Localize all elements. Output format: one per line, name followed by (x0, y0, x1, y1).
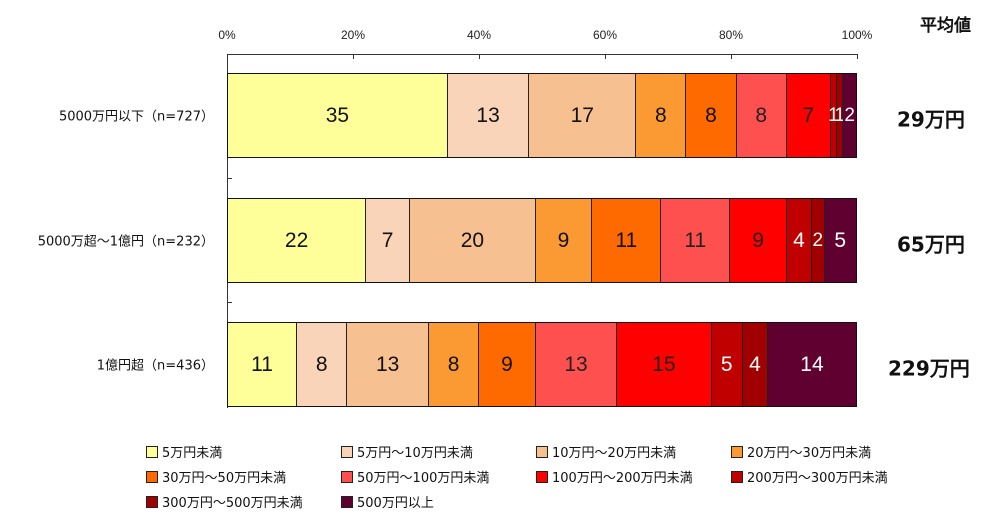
bar-segment: 1 (834, 74, 845, 157)
bar-segment: 20 (410, 199, 536, 282)
bar-segment: 11 (661, 199, 731, 282)
x-tick-label: 0% (218, 28, 236, 42)
bar-segment: 13 (347, 323, 429, 406)
stacked-bar: 22 7 20 9 11 11 9 4 2 5 (227, 198, 857, 283)
legend-item: 500万円以上 (341, 492, 536, 511)
bar-segment: 13 (447, 74, 530, 157)
legend-item: 20万円～30万円未満 (731, 442, 926, 461)
legend-item: 200万円～300万円未満 (731, 467, 926, 486)
average-value: 29万円 (897, 107, 965, 132)
legend-swatch-icon (731, 445, 743, 458)
legend-swatch-icon (146, 445, 158, 458)
bar-segment: 9 (535, 199, 593, 282)
row-label: 5000万円以下（n=727） (58, 109, 214, 125)
legend-swatch-icon (536, 470, 548, 483)
x-tick-mark (731, 54, 732, 59)
legend-label: 5万円～10万円未満 (357, 446, 473, 461)
stacked-bar: 11 8 13 8 9 13 15 5 4 14 (227, 322, 857, 407)
bar-segment: 17 (529, 74, 637, 157)
x-tick-mark (479, 54, 480, 59)
legend-swatch-icon (146, 495, 158, 508)
legend-item: 5万円～10万円未満 (341, 442, 536, 461)
bar-segment: 15 (617, 323, 712, 406)
legend-swatch-icon (341, 470, 353, 483)
average-value: 65万円 (897, 232, 965, 257)
legend-swatch-icon (341, 445, 353, 458)
bar-segment: 8 (297, 323, 348, 406)
x-tick-label: 80% (718, 28, 744, 42)
bar-segment: 13 (535, 323, 618, 406)
bar-segment: 4 (786, 199, 812, 282)
x-tick-label: 100% (841, 28, 873, 42)
legend-swatch-icon (146, 470, 158, 483)
legend-label: 200万円～300万円未満 (747, 471, 888, 486)
legend-item: 100万円～200万円未満 (536, 467, 731, 486)
bar-segment: 9 (730, 199, 787, 282)
stacked-bar: 35 13 17 8 8 8 7 1 1 2 (227, 73, 857, 158)
legend-label: 50万円～100万円未満 (357, 471, 490, 486)
legend-label: 300万円～500万円未満 (162, 496, 303, 511)
bar-segment: 14 (768, 323, 856, 406)
bar-segment: 4 (742, 323, 768, 406)
x-tick-mark (227, 54, 228, 59)
average-value: 229万円 (888, 356, 970, 381)
bar-segment: 11 (592, 199, 662, 282)
legend-label: 30万円～50万円未満 (162, 471, 287, 486)
legend-item: 300万円～500万円未満 (146, 492, 341, 511)
legend-item: 10万円～20万円未満 (536, 442, 731, 461)
legend-swatch-icon (536, 445, 548, 458)
legend-item: 5万円未満 (146, 442, 341, 461)
bar-segment: 1 (828, 74, 839, 157)
legend-label: 20万円～30万円未満 (747, 446, 872, 461)
x-tick-label: 60% (592, 28, 618, 42)
x-tick-mark (605, 54, 606, 59)
x-tick-label: 40% (466, 28, 492, 42)
legend-label: 500万円以上 (357, 496, 434, 511)
bar-segment: 7 (366, 199, 411, 282)
bar-segment: 11 (228, 323, 298, 406)
x-tick-mark (353, 54, 354, 59)
bar-segment: 7 (786, 74, 831, 157)
row-label: 5000万超～1億円（n=232） (37, 234, 214, 250)
bar-segment: 22 (228, 199, 367, 282)
bar-segment: 5 (711, 323, 743, 406)
bar-segment: 9 (479, 323, 536, 406)
legend-label: 10万円～20万円未満 (552, 446, 677, 461)
legend-label: 100万円～200万円未満 (552, 471, 693, 486)
bar-segment: 8 (686, 74, 737, 157)
legend-item: 50万円～100万円未満 (341, 467, 536, 486)
row-label: 1億円超（n=436） (96, 358, 214, 374)
bar-segment: 5 (824, 199, 856, 282)
average-header: 平均値 (920, 16, 971, 36)
bar-segment: 35 (228, 74, 448, 157)
bar-segment: 2 (812, 199, 825, 282)
bar-segment: 8 (636, 74, 687, 157)
legend-label: 5万円未満 (162, 446, 223, 461)
cat-tick (227, 178, 232, 179)
cat-tick (227, 302, 232, 303)
bar-segment: 2 (843, 74, 856, 157)
bar-segment: 8 (736, 74, 787, 157)
legend-item: 30万円～50万円未満 (146, 467, 341, 486)
x-tick-mark (857, 54, 858, 59)
x-tick-label: 20% (340, 28, 366, 42)
legend-swatch-icon (731, 470, 743, 483)
bar-segment: 8 (428, 323, 480, 406)
x-axis-line (227, 54, 857, 55)
legend-swatch-icon (341, 495, 353, 508)
legend: 5万円未満 5万円～10万円未満 10万円～20万円未満 20万円～30万円未満 30万… (146, 442, 926, 511)
